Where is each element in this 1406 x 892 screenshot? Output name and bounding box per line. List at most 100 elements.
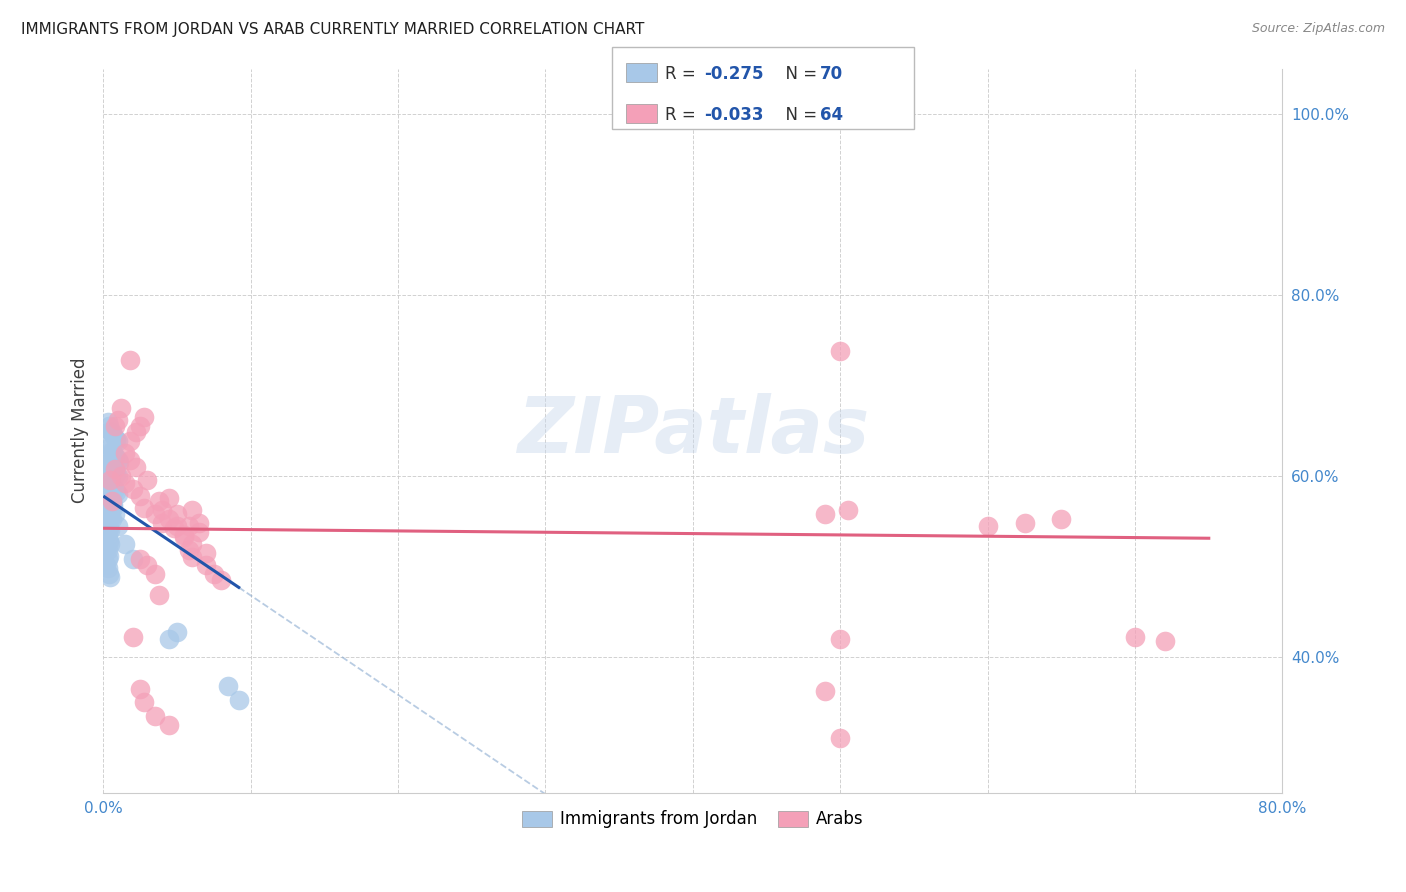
Point — [830, 731, 852, 746]
Text: 70: 70 — [820, 64, 842, 83]
Point — [143, 507, 166, 521]
Text: R =: R = — [665, 64, 702, 83]
Point — [976, 518, 998, 533]
Point — [94, 541, 117, 556]
Point — [1014, 516, 1036, 530]
Point — [143, 708, 166, 723]
Point — [96, 470, 118, 484]
Point — [103, 446, 125, 460]
Point — [101, 443, 124, 458]
Point — [98, 549, 121, 563]
Point — [124, 425, 146, 440]
Point — [814, 507, 837, 521]
Text: N =: N = — [775, 105, 823, 124]
Point — [121, 552, 143, 566]
Point — [837, 503, 859, 517]
Point — [94, 516, 117, 530]
Point — [98, 507, 121, 521]
Point — [103, 461, 125, 475]
Point — [101, 491, 124, 506]
Text: Source: ZipAtlas.com: Source: ZipAtlas.com — [1251, 22, 1385, 36]
Text: -0.275: -0.275 — [704, 64, 763, 83]
Point — [148, 494, 170, 508]
Point — [124, 459, 146, 474]
Point — [94, 503, 117, 517]
Point — [114, 476, 136, 491]
Point — [96, 505, 118, 519]
Point — [195, 558, 218, 572]
Point — [100, 570, 122, 584]
Point — [110, 468, 132, 483]
Point — [104, 431, 127, 445]
Point — [136, 474, 159, 488]
Text: N =: N = — [775, 64, 823, 83]
Point — [143, 566, 166, 581]
Point — [104, 507, 127, 521]
Point — [209, 573, 232, 587]
Point — [107, 518, 129, 533]
Point — [177, 543, 200, 558]
Point — [105, 450, 128, 465]
Point — [107, 487, 129, 501]
Point — [136, 558, 159, 572]
Point — [188, 516, 211, 530]
Point — [103, 480, 125, 494]
Point — [202, 566, 225, 581]
Point — [195, 546, 218, 560]
Point — [114, 446, 136, 460]
Point — [98, 419, 121, 434]
Point — [118, 452, 141, 467]
Point — [1123, 630, 1146, 644]
Point — [96, 518, 118, 533]
Point — [98, 494, 121, 508]
Point — [150, 503, 173, 517]
Point — [108, 455, 131, 469]
Point — [107, 468, 129, 483]
Point — [100, 476, 122, 491]
Point — [134, 500, 156, 515]
Point — [830, 632, 852, 646]
Point — [101, 498, 124, 512]
Point — [830, 343, 852, 358]
Point — [104, 464, 127, 478]
Point — [101, 425, 124, 440]
Point — [118, 353, 141, 368]
Point — [1153, 633, 1175, 648]
Text: -0.033: -0.033 — [704, 105, 763, 124]
Point — [100, 458, 122, 472]
Point — [217, 679, 239, 693]
Point — [94, 527, 117, 541]
Point — [104, 483, 127, 497]
Point — [166, 624, 188, 639]
Point — [107, 452, 129, 467]
Point — [129, 419, 152, 434]
Point — [101, 459, 124, 474]
Point — [100, 496, 122, 510]
Point — [159, 718, 181, 732]
Point — [101, 478, 124, 492]
Point — [134, 409, 156, 424]
Point — [96, 561, 118, 575]
Point — [96, 543, 118, 558]
Point — [100, 440, 122, 454]
Point — [96, 452, 118, 467]
Point — [98, 521, 121, 535]
Point — [94, 558, 117, 572]
Point — [103, 498, 125, 512]
Point — [166, 507, 188, 521]
Point — [180, 503, 202, 517]
Point — [104, 419, 127, 434]
Point — [96, 415, 118, 429]
Point — [100, 509, 122, 524]
Point — [159, 491, 181, 506]
Point — [150, 516, 173, 530]
Point — [159, 512, 181, 526]
Y-axis label: Currently Married: Currently Married — [72, 358, 89, 503]
Point — [96, 530, 118, 544]
Point — [188, 524, 211, 539]
Point — [105, 433, 128, 447]
Legend: Immigrants from Jordan, Arabs: Immigrants from Jordan, Arabs — [516, 804, 870, 835]
Point — [100, 424, 122, 438]
Point — [173, 527, 195, 541]
Point — [228, 693, 250, 707]
